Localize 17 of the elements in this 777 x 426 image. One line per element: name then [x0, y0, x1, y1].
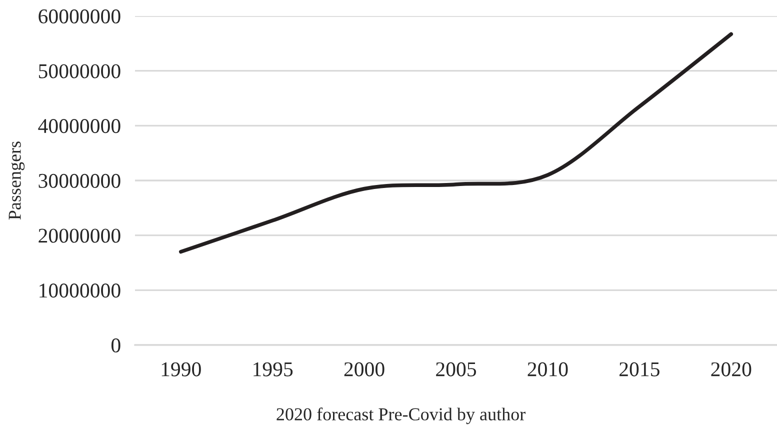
x-tick-label: 2000 [344, 362, 384, 376]
x-tick-label: 2015 [620, 362, 660, 376]
y-tick-label: 60000000 [38, 9, 120, 24]
y-tick-label: 30000000 [38, 174, 120, 188]
y-tick-label: 10000000 [40, 284, 120, 298]
x-axis-title: 2020 forecast Pre-Covid by author [276, 408, 526, 424]
x-tick-label: 2010 [528, 362, 568, 376]
y-axis-title: Passengers [8, 142, 25, 220]
x-tick-label: 2020 [711, 362, 752, 376]
y-tick-label: 20000000 [38, 228, 120, 243]
y-tick-label: 0 [111, 338, 120, 352]
x-tick-label: 1995 [254, 362, 293, 376]
x-tick-label: 1990 [162, 362, 201, 376]
x-tick-label: 2005 [436, 362, 476, 376]
line-series [178, 32, 734, 254]
y-tick-label: 40000000 [38, 119, 120, 134]
y-tick-label: 50000000 [38, 64, 120, 78]
